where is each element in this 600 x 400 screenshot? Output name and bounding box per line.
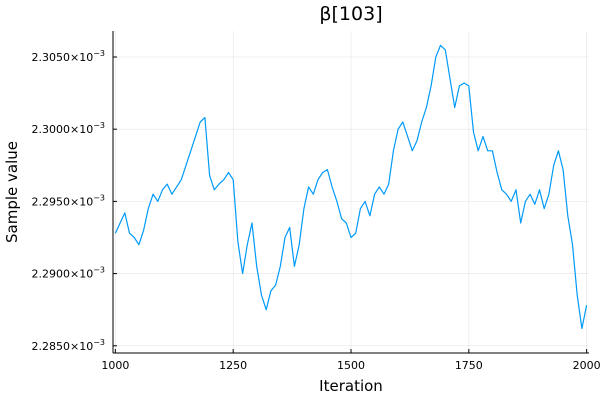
x-axis-title: Iteration [319,377,383,395]
x-tick-label: 1250 [219,359,247,372]
y-tick-label: 2.2850×10−3 [32,338,106,353]
x-tick-label: 1750 [455,359,483,372]
y-tick-label: 2.3050×10−3 [32,49,106,64]
y-tick-mantissa: 2.3000×10 [32,123,94,136]
y-tick-exponent: −3 [93,49,105,58]
y-tick-mantissa: 2.2850×10 [32,340,94,353]
y-tick-exponent: −3 [93,338,105,347]
y-tick-exponent: −3 [93,266,105,275]
y-tick-mantissa: 2.2900×10 [32,268,94,281]
y-tick-exponent: −3 [93,121,105,130]
series-layer [114,44,588,330]
y-tick-mantissa: 2.2950×10 [32,195,94,208]
x-tick-label: 1000 [101,359,129,372]
y-tick-label: 2.2950×10−3 [32,193,106,208]
y-tick-label: 2.2900×10−3 [32,266,106,281]
x-ticks: 1000 1250 1500 1750 2000 [101,349,600,372]
y-tick-label: 2.3000×10−3 [32,121,106,136]
grid [113,31,589,353]
y-axis-title: Sample value [3,141,21,243]
chart-title: β[103] [319,3,382,25]
y-tick-mantissa: 2.3050×10 [32,51,94,64]
y-ticks: 2.2850×10−32.2900×10−32.2950×10−32.3000×… [32,49,117,353]
series-line [114,44,588,330]
x-tick-label: 2000 [573,359,600,372]
x-tick-label: 1500 [337,359,365,372]
y-tick-exponent: −3 [93,193,105,202]
